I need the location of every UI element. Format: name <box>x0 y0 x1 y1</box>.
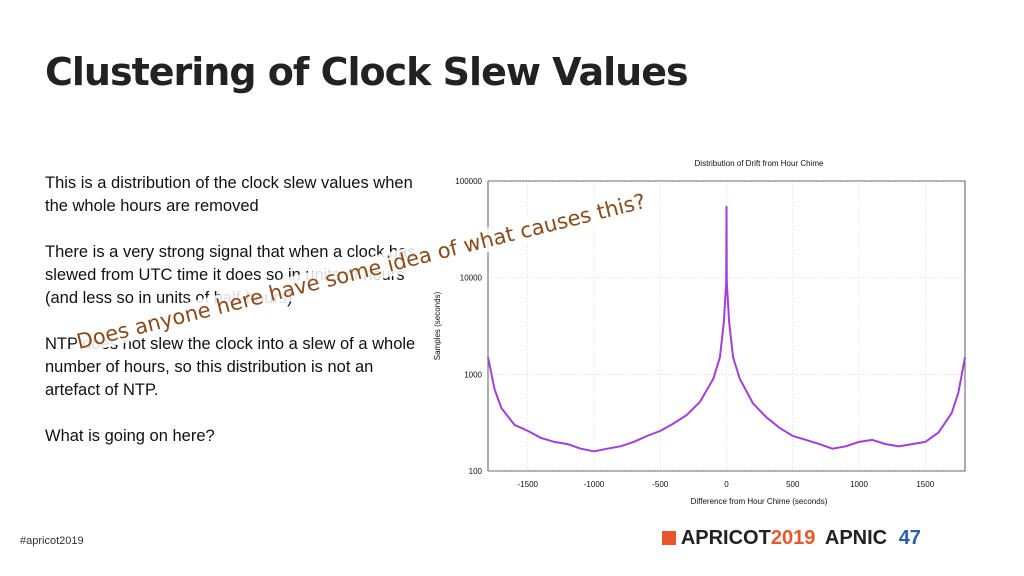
logo-org: APNIC <box>824 527 888 549</box>
paragraph: This is a distribution of the clock slew… <box>45 174 413 215</box>
x-tick-label: -500 <box>652 480 669 489</box>
y-axis-label: Samples (seconds) <box>433 291 442 360</box>
x-tick-label: 1000 <box>850 480 868 489</box>
paragraph: What is going on here? <box>45 427 215 445</box>
logo-event: APRICOT <box>680 527 771 549</box>
y-tick-label: 10000 <box>460 274 483 283</box>
hashtag: #apricot2019 <box>20 535 84 547</box>
x-tick-label: 0 <box>724 480 729 489</box>
y-tick-label: 100 <box>469 467 483 476</box>
x-axis-label: Difference from Hour Chime (seconds) <box>691 497 828 506</box>
logo: APRICOT2019 APNIC 47 <box>662 527 921 550</box>
x-tick-label: -1000 <box>584 480 605 489</box>
y-tick-label: 100000 <box>455 177 482 186</box>
x-tick-label: 500 <box>786 480 800 489</box>
logo-year: 2019 <box>770 527 816 549</box>
data-line <box>487 206 966 453</box>
slide-title: Clustering of Clock Slew Values <box>45 50 689 94</box>
chart-title: Distribution of Drift from Hour Chime <box>695 159 824 168</box>
logo-number: 47 <box>898 527 921 549</box>
y-tick-label: 1000 <box>464 370 482 379</box>
slide-body: This is a distribution of the clock slew… <box>45 172 420 471</box>
logo-icon <box>662 531 676 545</box>
chart: Distribution of Drift from Hour Chime Di… <box>433 159 966 506</box>
x-tick-label: -1500 <box>518 480 539 489</box>
x-tick-label: 1500 <box>916 480 934 489</box>
